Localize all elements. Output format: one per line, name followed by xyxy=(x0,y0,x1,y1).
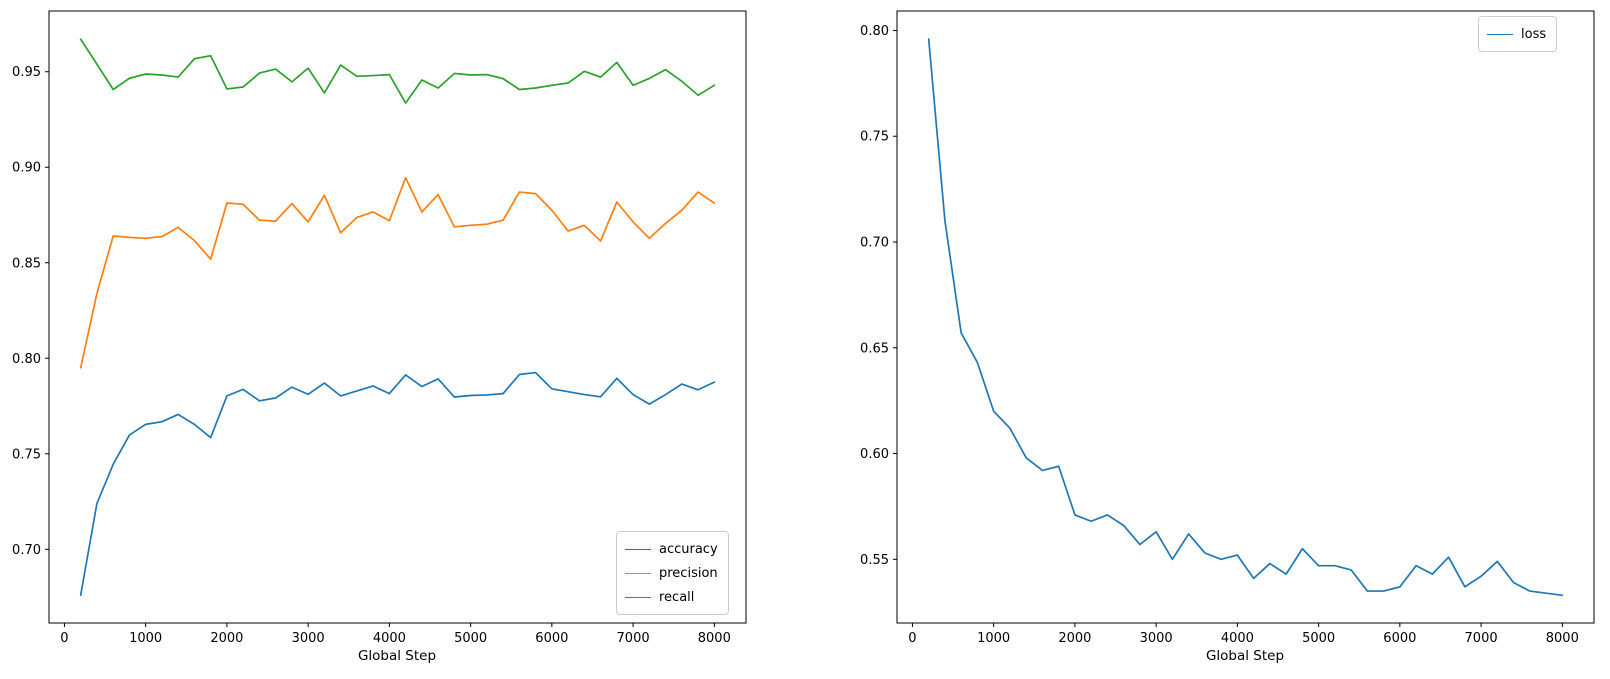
legend-label-precision: precision xyxy=(659,565,718,581)
x-tick-label: 0 xyxy=(60,631,68,646)
x-tick-label: 6000 xyxy=(535,631,568,646)
subplot-metrics: 0 1000 2000 3000 4000 5000 6000 7000 8000 0.70 0.7… xyxy=(12,10,747,664)
legend-entry-recall: recall xyxy=(625,585,718,609)
y-tick-label: 0.60 xyxy=(860,447,889,462)
x-tick-label: 4000 xyxy=(373,631,406,646)
recall-line xyxy=(79,38,716,104)
x-tick-label: 7000 xyxy=(617,631,650,646)
legend-loss[interactable]: loss xyxy=(1478,16,1558,52)
y-tick-label: 0.85 xyxy=(12,256,41,271)
accuracy-line xyxy=(79,371,716,596)
x-tick-label: 3000 xyxy=(1140,631,1173,646)
x-tick-label: 2000 xyxy=(210,631,243,646)
y-tick-label: 0.95 xyxy=(12,65,41,80)
x-tick-label: 5000 xyxy=(454,631,487,646)
accuracy-line-swatch xyxy=(625,548,651,550)
y-tick-label: 0.70 xyxy=(860,236,889,251)
x-tick-label: 1000 xyxy=(977,631,1010,646)
y-tick-label: 0.55 xyxy=(860,553,889,568)
x-axis-label: Global Step xyxy=(357,648,437,664)
x-axis-label: Global Step xyxy=(1205,648,1285,664)
precision-line-swatch xyxy=(625,572,651,574)
x-tick-label: 8000 xyxy=(698,631,731,646)
x-tick-label: 5000 xyxy=(1302,631,1335,646)
metrics-plot-area: 0 1000 2000 3000 4000 5000 6000 7000 8000 0.70 0.7… xyxy=(12,10,747,646)
y-tick-label: 0.75 xyxy=(860,130,889,145)
x-tick-label: 3000 xyxy=(292,631,325,646)
axes-spines xyxy=(48,10,747,624)
precision-line xyxy=(79,176,716,369)
legend-entry-loss: loss xyxy=(1487,22,1546,46)
y-tick-label: 0.75 xyxy=(12,447,41,462)
loss-line-swatch xyxy=(1487,33,1513,35)
legend-metrics[interactable]: accuracy precision recall xyxy=(616,531,729,615)
x-tick-label: 0 xyxy=(908,631,916,646)
y-tick-label: 0.90 xyxy=(12,161,41,176)
x-tick-label: 6000 xyxy=(1383,631,1416,646)
x-tick-label: 8000 xyxy=(1546,631,1579,646)
x-tick-label: 2000 xyxy=(1058,631,1091,646)
axes-spines xyxy=(896,10,1595,624)
y-tick-label: 0.80 xyxy=(12,352,41,367)
y-tick-label: 0.80 xyxy=(860,24,889,39)
subplot-loss: 0 1000 2000 3000 4000 5000 6000 7000 8000 0.55 0.6… xyxy=(810,0,1610,679)
legend-label-accuracy: accuracy xyxy=(659,541,718,557)
x-tick-label: 7000 xyxy=(1465,631,1498,646)
legend-entry-accuracy: accuracy xyxy=(625,537,718,561)
legend-label-loss: loss xyxy=(1521,26,1547,42)
loss-line xyxy=(927,38,1564,597)
recall-line-swatch xyxy=(625,596,651,598)
y-tick-label: 0.65 xyxy=(860,341,889,356)
legend-label-recall: recall xyxy=(659,589,695,605)
y-tick-label: 0.70 xyxy=(12,543,41,558)
legend-entry-precision: precision xyxy=(625,561,718,585)
x-tick-label: 4000 xyxy=(1221,631,1254,646)
loss-plot-area: 0 1000 2000 3000 4000 5000 6000 7000 8000 0.55 0.6… xyxy=(860,10,1595,646)
x-tick-label: 1000 xyxy=(129,631,162,646)
